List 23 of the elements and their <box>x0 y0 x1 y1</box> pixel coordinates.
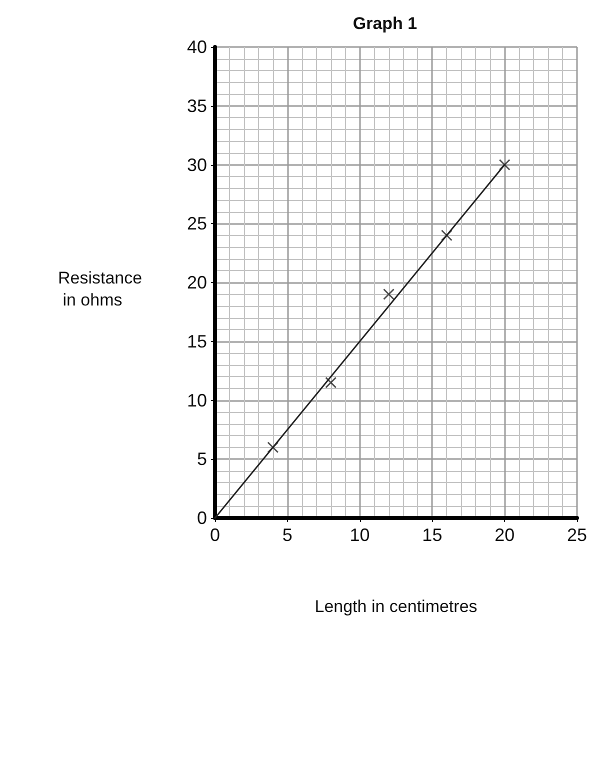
x-tick-label: 25 <box>566 525 588 545</box>
y-tick-label: 35 <box>186 96 207 116</box>
point <box>267 442 279 454</box>
y-tick-label: 0 <box>196 508 207 528</box>
y-tick-label: 30 <box>186 154 207 175</box>
y-tick-label: 20 <box>186 272 207 292</box>
point <box>325 376 337 388</box>
chart-title: Graph 1 <box>352 14 418 33</box>
x-tick-label: 5 <box>282 525 292 545</box>
y-tick-label: 5 <box>196 449 207 470</box>
x-tick-label: 20 <box>494 525 515 545</box>
y-tick-label: 40 <box>186 37 207 57</box>
y-tick-label: 25 <box>186 214 207 234</box>
x-tick-label: 15 <box>422 525 442 545</box>
point <box>383 288 395 300</box>
point <box>498 159 510 170</box>
y-axis-title: Resistance in ohms <box>58 268 142 310</box>
y-tick-label: 10 <box>186 390 207 410</box>
point <box>440 230 452 242</box>
x-tick-label: 10 <box>350 525 370 545</box>
x-axis-title: Length in centimetres <box>314 597 478 616</box>
y-tick-label: 15 <box>186 331 207 352</box>
x-tick-label: 0 <box>210 525 220 545</box>
